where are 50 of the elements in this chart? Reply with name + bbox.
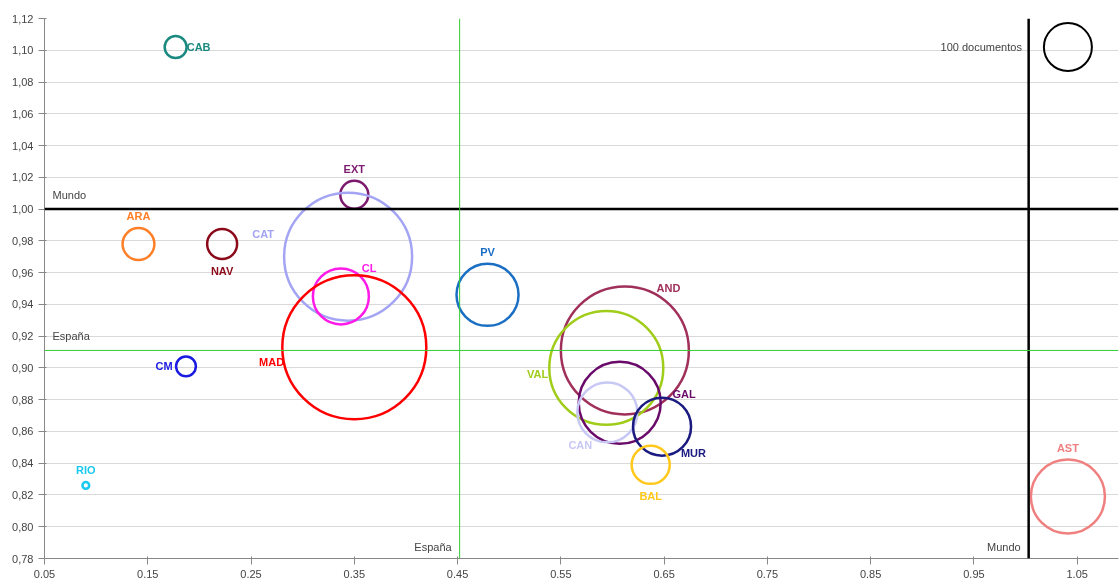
series-label: BAL [639,489,663,502]
x-tick-label: 0.95 [963,567,985,580]
series-label: VAL [526,367,549,380]
y-tick-label: 0,80 [12,520,34,533]
x-tick-label: 0.25 [240,567,262,580]
y-tick-label: 1,06 [12,107,34,120]
series-label: RIO [76,464,97,477]
y-tick-label: 1,00 [12,203,34,216]
series-label: AND [656,282,681,295]
series-label: CAB [186,41,211,54]
series-label: CAT [252,227,275,240]
series-label: AST [1056,441,1080,454]
x-tick-label: 0.65 [653,567,675,580]
x-tick-label: 0.15 [137,567,159,580]
ref-line-label: Mundo [52,189,87,202]
series-label: ARA [126,210,151,223]
series-label: EXT [343,162,366,175]
y-tick-label: 0,78 [12,552,34,565]
ref-line-label: España [52,330,91,343]
series-label: CL [361,262,377,275]
y-tick-label: 0,90 [12,361,34,374]
legend-label: 100 documentos [940,41,1023,54]
y-tick-label: 1,04 [12,139,34,152]
y-tick-label: 1,08 [12,76,34,89]
y-tick-label: 0,94 [12,298,34,311]
series-label: GAL [672,387,696,400]
y-tick-label: 0,96 [12,266,34,279]
series-label: MAD [259,355,285,368]
y-tick-label: 0,82 [12,488,34,501]
series-label: NAV [210,265,234,278]
x-tick-label: 0.55 [550,567,572,580]
x-tick-label: 0.35 [343,567,366,580]
y-tick-label: 0,88 [12,393,34,406]
series-label: PV [480,245,496,258]
y-tick-label: 1,12 [12,12,34,25]
y-tick-label: 1,02 [12,171,34,184]
y-tick-label: 1,10 [12,44,34,57]
x-tick-label: 0.45 [446,567,469,580]
y-tick-label: 0,98 [12,234,34,247]
y-tick-label: 0,84 [12,457,34,470]
x-tick-label: 1.05 [1066,567,1088,580]
ref-line-label: Mundo [987,540,1021,553]
x-tick-label: 0.05 [33,567,56,580]
y-tick-label: 0,86 [12,425,34,438]
series-label: MUR [680,447,707,460]
series-label: CM [155,360,173,373]
ref-line-label: España [414,540,453,553]
y-tick-label: 0,92 [12,330,34,343]
x-tick-label: 0.75 [756,567,779,580]
x-tick-label: 0.85 [859,567,882,580]
